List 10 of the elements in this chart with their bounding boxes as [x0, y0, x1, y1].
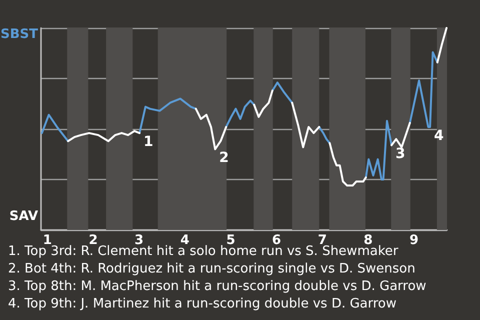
- text: SAV: [9, 209, 38, 224]
- annotation: 4: [434, 128, 444, 144]
- text: 2. Bot 4th: R. Rodriguez hit a run-scoring single vs D. Swenson: [8, 262, 416, 276]
- annotation: 1: [144, 134, 154, 150]
- annotation: 2: [219, 150, 229, 166]
- text: 4. Top 9th: J. Martinez hit a run-scoring double vs D. Garrow: [8, 296, 397, 312]
- text: 3. Top 8th: M. MacPherson hit a run-scoring double vs D. Garrow: [8, 279, 427, 294]
- text: SBST: [0, 27, 38, 42]
- x-tick-label: 9: [409, 233, 419, 248]
- annotation: 3: [396, 146, 406, 162]
